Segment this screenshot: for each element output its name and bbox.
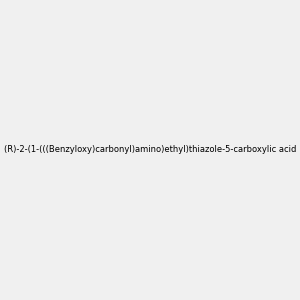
- Text: (R)-2-(1-(((Benzyloxy)carbonyl)amino)ethyl)thiazole-5-carboxylic acid: (R)-2-(1-(((Benzyloxy)carbonyl)amino)eth…: [4, 146, 296, 154]
